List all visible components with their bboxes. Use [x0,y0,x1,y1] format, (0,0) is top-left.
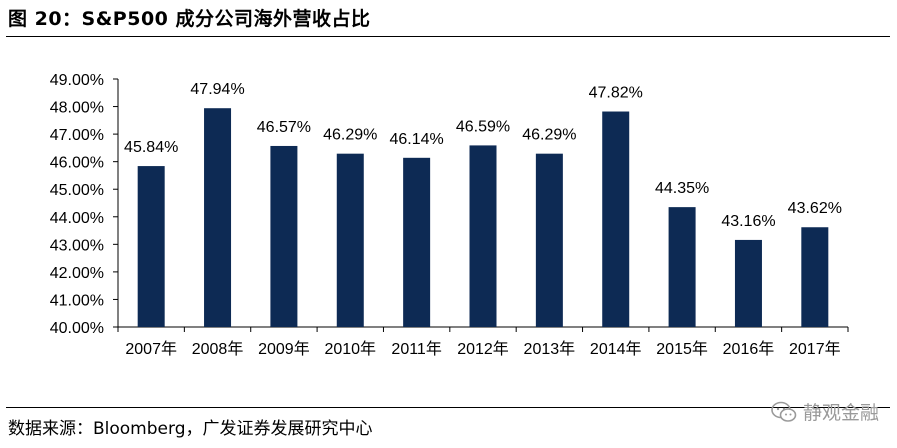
x-axis-categories: 2007年 2008年 2009年 2010年 2011年 2012年 2013年 2014年… [117,327,849,358]
data-label: 47.82% [589,85,643,102]
bar-chart: 40.00% 41.00% 42.00% 43.00% 44.00% 45.00% 46.0… [50,72,849,358]
watermark: 静观金融 [771,398,879,425]
x-category-label: 2012年 [457,340,509,358]
data-label: 46.57% [257,119,311,136]
x-category-label: 2010年 [324,340,376,358]
bar [270,145,298,327]
y-tick-label: 43.00% [50,237,104,254]
x-category-label: 2011年 [391,340,441,358]
y-tick-label: 40.00% [50,320,104,337]
x-category-label: 2007年 [125,340,177,358]
data-labels: 45.84% 47.94% 46.57% 46.29% 46.14% 46.59% 46.2… [124,81,842,230]
chart-title: 图 20：S&P500 成分公司海外营收占比 [8,8,371,30]
x-category-label: 2015年 [656,340,708,358]
y-tick-label: 42.00% [50,265,104,282]
bar [403,157,431,327]
y-tick-label: 45.00% [50,182,104,199]
footer-divider [6,407,890,408]
y-tick-label: 49.00% [50,72,104,89]
x-category-label: 2017年 [789,340,841,358]
bar [535,153,563,327]
bar [469,145,497,327]
data-label: 46.29% [522,127,576,144]
data-label: 46.29% [323,127,377,144]
y-tick-label: 47.00% [50,127,104,144]
bar [801,227,829,327]
data-label: 46.14% [390,131,444,148]
source-note: 数据来源：Bloomberg，广发证券发展研究中心 [8,419,373,439]
x-category-label: 2008年 [192,340,244,358]
x-category-label: 2009年 [258,340,310,358]
bar [668,207,696,327]
x-category-label: 2014年 [590,340,642,358]
y-tick-label: 41.00% [50,292,104,309]
data-label: 45.84% [124,139,178,156]
bars [137,108,829,327]
data-label: 44.35% [655,180,709,197]
y-axis-ticks: 40.00% 41.00% 42.00% 43.00% 44.00% 45.00% 46.0… [50,72,118,337]
x-category-label: 2013年 [524,340,576,358]
bar [137,166,165,327]
y-tick-label: 48.00% [50,100,104,117]
bar [602,111,630,327]
data-label: 46.59% [456,118,510,135]
bar [336,153,364,327]
watermark-text: 静观金融 [802,402,879,424]
bar [204,108,232,327]
y-tick-label: 46.00% [50,155,104,172]
bar [734,239,762,327]
data-label: 43.62% [788,200,842,217]
y-tick-label: 44.00% [50,210,104,227]
data-label: 43.16% [721,213,775,230]
x-category-label: 2016年 [723,340,775,358]
title-divider [6,36,890,37]
data-label: 47.94% [190,81,244,98]
wechat-icon [771,401,797,422]
